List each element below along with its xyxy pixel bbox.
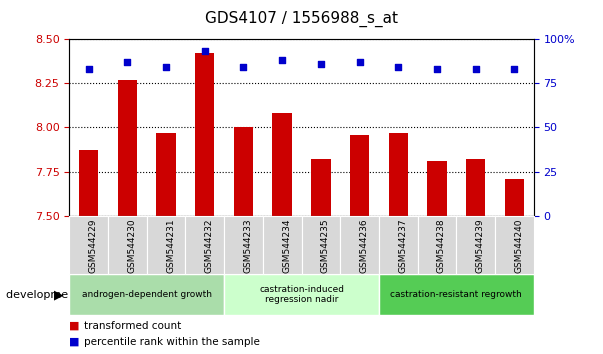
Text: GSM544240: GSM544240 — [514, 219, 523, 273]
Text: GSM544236: GSM544236 — [359, 219, 368, 274]
Text: castration-induced
regression nadir: castration-induced regression nadir — [259, 285, 344, 304]
Bar — [79, 150, 98, 216]
Point — [161, 64, 171, 70]
Bar — [234, 127, 253, 216]
Text: GSM544235: GSM544235 — [321, 219, 330, 274]
Text: development stage: development stage — [6, 290, 114, 300]
Point — [432, 66, 442, 72]
Text: GSM544232: GSM544232 — [205, 219, 214, 273]
Point — [510, 66, 519, 72]
Text: GSM544238: GSM544238 — [437, 219, 446, 274]
Text: GSM544231: GSM544231 — [166, 219, 175, 274]
Point — [355, 59, 364, 65]
Point — [277, 57, 287, 63]
Text: androgen-dependent growth: androgen-dependent growth — [82, 290, 212, 299]
Point — [84, 66, 93, 72]
Point — [239, 64, 248, 70]
Bar — [428, 161, 447, 216]
Text: percentile rank within the sample: percentile rank within the sample — [84, 337, 260, 347]
Point — [393, 64, 403, 70]
Text: GSM544234: GSM544234 — [282, 219, 291, 273]
Point — [122, 59, 132, 65]
Bar — [273, 113, 292, 216]
Bar — [505, 179, 524, 216]
Bar — [311, 159, 330, 216]
Text: GSM544237: GSM544237 — [398, 219, 407, 274]
Bar — [195, 53, 215, 216]
Text: ■: ■ — [69, 321, 80, 331]
Text: castration-resistant regrowth: castration-resistant regrowth — [390, 290, 522, 299]
Bar — [388, 133, 408, 216]
Bar — [466, 159, 485, 216]
Text: GSM544239: GSM544239 — [476, 219, 485, 274]
Text: GDS4107 / 1556988_s_at: GDS4107 / 1556988_s_at — [205, 11, 398, 27]
Point — [471, 66, 481, 72]
Point — [200, 48, 210, 54]
Text: ■: ■ — [69, 337, 80, 347]
Text: GSM544229: GSM544229 — [89, 219, 98, 273]
Text: GSM544230: GSM544230 — [127, 219, 136, 274]
Text: ▶: ▶ — [54, 288, 63, 301]
Bar — [118, 80, 137, 216]
Text: GSM544233: GSM544233 — [244, 219, 253, 274]
Point — [316, 61, 326, 67]
Text: transformed count: transformed count — [84, 321, 182, 331]
Bar — [156, 133, 175, 216]
Bar — [350, 135, 369, 216]
